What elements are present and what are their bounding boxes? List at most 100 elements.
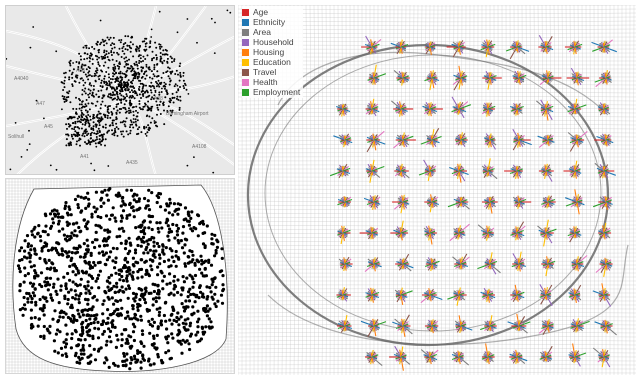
- glyph: [359, 226, 379, 240]
- map-label: A435: [126, 160, 138, 166]
- dot-cartogram-panel[interactable]: [5, 178, 235, 374]
- employment-swatch-icon: [242, 88, 249, 96]
- glyph: [512, 128, 532, 151]
- glyph: [567, 130, 588, 152]
- glyph: [395, 253, 414, 272]
- glyph: [454, 315, 473, 334]
- glyph: [337, 196, 353, 208]
- glyph: [505, 40, 530, 60]
- glyph: [595, 257, 613, 277]
- glyph: [360, 318, 387, 338]
- legend-item-housing[interactable]: Housing: [242, 47, 300, 57]
- glyph: [564, 40, 583, 55]
- glyph: [594, 162, 616, 179]
- glyph: [537, 134, 555, 148]
- glyph: [365, 98, 380, 117]
- glyph: [567, 98, 587, 115]
- glyph: [563, 160, 582, 179]
- glyph: [365, 349, 383, 367]
- glyph: [482, 70, 502, 90]
- glyph-grid-panel[interactable]: [238, 5, 636, 375]
- glyph: [447, 287, 467, 306]
- glyph: [392, 314, 413, 337]
- glyph: [538, 319, 554, 335]
- legend-item-education[interactable]: Education: [242, 57, 300, 67]
- glyph: [594, 319, 617, 336]
- map-label: A4040: [14, 76, 29, 82]
- glyph: [336, 103, 351, 117]
- household-swatch-icon: [242, 38, 249, 46]
- glyph: [571, 255, 588, 272]
- glyph: [390, 39, 409, 55]
- map-label: A41: [80, 154, 89, 160]
- glyph: [424, 41, 436, 55]
- glyph: [512, 70, 527, 85]
- legend-item-health[interactable]: Health: [242, 77, 300, 87]
- glyph: [449, 163, 469, 183]
- glyph: [482, 195, 498, 214]
- glyph: [541, 195, 556, 209]
- glyph: [337, 315, 352, 333]
- area-swatch-icon: [242, 28, 249, 36]
- glyph: [481, 343, 495, 365]
- legend-label: Household: [253, 37, 294, 47]
- glyph: [451, 350, 470, 366]
- glyph: [480, 315, 497, 333]
- legend-label: Employment: [253, 87, 301, 97]
- glyph: [420, 128, 442, 148]
- geographic-map[interactable]: [6, 6, 235, 175]
- glyph: [592, 347, 611, 368]
- glyph: [598, 222, 612, 240]
- cartogram-dots: [16, 187, 226, 371]
- glyph: [480, 287, 496, 303]
- glyph: [568, 284, 582, 303]
- glyph: [336, 287, 351, 302]
- glyph: [423, 225, 437, 245]
- glyph: [418, 159, 437, 181]
- glyph: [512, 195, 532, 209]
- legend-label: Area: [253, 27, 271, 37]
- glyph: [391, 100, 414, 117]
- map-dots: [6, 9, 232, 174]
- education-swatch-icon: [242, 58, 249, 66]
- glyph: [566, 67, 590, 86]
- ethnicity-swatch-icon: [242, 18, 249, 26]
- glyph: [393, 69, 410, 86]
- legend-item-household[interactable]: Household: [242, 37, 300, 47]
- glyph: [390, 220, 409, 241]
- glyph: [511, 251, 526, 272]
- glyph: [366, 130, 386, 153]
- glyph: [424, 70, 440, 91]
- glyph: [539, 70, 562, 86]
- glyph: [449, 223, 470, 242]
- glyph: [541, 256, 556, 277]
- legend-item-travel[interactable]: Travel: [242, 67, 300, 77]
- legend-item-ethnicity[interactable]: Ethnicity: [242, 17, 300, 27]
- glyph: [329, 163, 351, 179]
- glyph: [509, 349, 528, 365]
- glyph: [568, 343, 587, 367]
- glyph: [594, 133, 614, 147]
- glyph: [537, 219, 557, 247]
- legend-item-area[interactable]: Area: [242, 27, 300, 37]
- glyph: [452, 253, 470, 270]
- glyph: [424, 194, 439, 213]
- legend-item-age[interactable]: Age: [242, 7, 300, 17]
- glyph: [333, 133, 353, 148]
- glyph: [420, 349, 439, 365]
- glyph: [565, 189, 585, 215]
- glyph: [539, 345, 553, 363]
- glyph: [483, 133, 497, 150]
- glyph: [367, 64, 386, 85]
- dot-cartogram[interactable]: [6, 179, 235, 374]
- legend-label: Age: [253, 7, 269, 17]
- legend-item-employment[interactable]: Employment: [242, 87, 300, 97]
- glyph: [363, 195, 381, 210]
- legend: Age Ethnicity Area Household Housing Edu…: [242, 6, 304, 98]
- glyphs: [329, 35, 617, 371]
- map-label: Solihull: [8, 134, 25, 140]
- geographic-map-panel[interactable]: A47 A38 A45 A4040 A38 A41 A435 A4108 Bir…: [5, 5, 235, 175]
- legend-label: Ethnicity: [253, 17, 286, 27]
- glyph: [389, 345, 411, 371]
- glyph: [338, 256, 353, 272]
